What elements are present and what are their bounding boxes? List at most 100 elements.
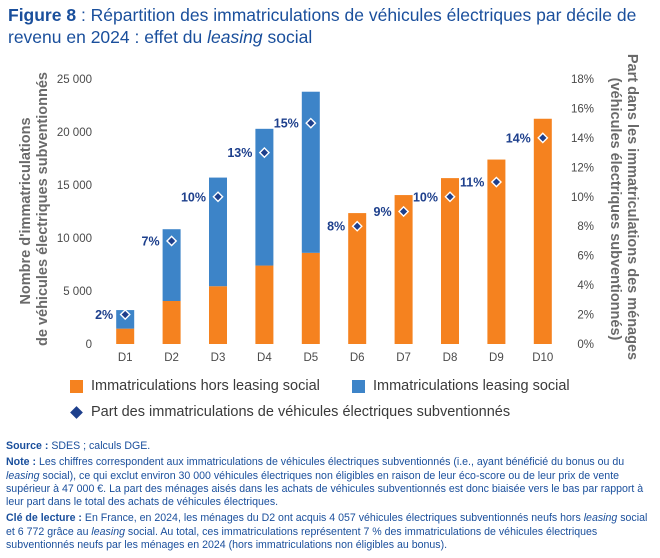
title-text: : Répartition des immatriculations de vé… — [8, 5, 637, 47]
x-tick-label: D7 — [396, 352, 411, 364]
share-data-label: 8% — [327, 220, 345, 234]
figure-number: Figure 8 — [8, 5, 77, 25]
share-diamond-marker — [119, 308, 131, 321]
bar-hors-leasing — [116, 328, 135, 344]
note-paragraph: Note : Les chiffres correspondent aux im… — [6, 456, 654, 509]
left-axis-label: Nombre d'immatriculations de véhicules é… — [18, 72, 51, 346]
x-tick-label: D3 — [211, 352, 226, 364]
share-data-label: 11% — [460, 176, 484, 190]
x-tick-label: D10 — [532, 352, 553, 364]
share-data-label: 2% — [95, 308, 113, 322]
share-data-label: 14% — [506, 131, 531, 145]
x-tick-label: D5 — [303, 352, 318, 364]
note-text-1: Les chiffres correspondent aux immatricu… — [36, 456, 625, 469]
legend-label-leasing: Immatriculations leasing social — [373, 378, 570, 394]
title-italic: leasing — [207, 27, 263, 47]
legend-item-leasing: Immatriculations leasing social — [352, 378, 570, 394]
figure-notes: Source : SDES ; calculs DGE. Note : Les … — [6, 440, 654, 555]
reading-text-2: social et 6 772 grâce au — [6, 512, 648, 538]
x-tick-label: D4 — [257, 352, 272, 364]
left-axis-label-line2: de véhicules électriques subventionnés — [35, 72, 51, 346]
legend-label-hors-leasing: Immatriculations hors leasing social — [91, 378, 320, 394]
right-axis-label-line2: (véhicules électriques subventionnés) — [607, 78, 623, 341]
bar-leasing — [301, 91, 320, 253]
bar-leasing — [255, 128, 274, 266]
bar-hors-leasing — [301, 252, 320, 344]
bar-hors-leasing — [394, 195, 413, 344]
left-tick-label: 25 000 — [57, 74, 92, 86]
source-text: SDES ; calculs DGE. — [48, 440, 151, 452]
share-diamond-marker — [444, 191, 456, 203]
right-axis-label: Part dans les immatriculations des ménag… — [607, 54, 640, 364]
share-data-label: 10% — [181, 190, 206, 204]
right-tick-label: 4% — [577, 280, 594, 292]
x-tick-label: D1 — [118, 352, 133, 364]
share-data-label: 7% — [142, 234, 160, 248]
right-tick-label: 2% — [577, 310, 594, 322]
left-tick-label: 20 000 — [57, 127, 92, 139]
bar-hors-leasing — [162, 300, 181, 344]
right-tick-label: 16% — [571, 103, 594, 115]
share-diamond-marker — [258, 147, 270, 159]
note-label: Note : — [6, 456, 37, 469]
bar-hors-leasing — [487, 159, 506, 344]
source-line: Source : SDES ; calculs DGE. — [6, 440, 654, 453]
blue-swatch-icon — [352, 379, 365, 393]
reading-label: Clé de lecture : — [6, 512, 82, 525]
title-suffix: social — [262, 27, 313, 47]
share-diamond-marker — [490, 176, 502, 188]
reading-italic-1: leasing — [583, 512, 618, 525]
x-tick-label: D2 — [164, 352, 179, 364]
legend-item-hors-leasing: Immatriculations hors leasing social — [70, 378, 320, 394]
right-tick-label: 14% — [571, 133, 594, 145]
bar-hors-leasing — [255, 265, 274, 344]
bar-hors-leasing — [209, 286, 227, 344]
share-data-label: 9% — [374, 205, 392, 219]
left-tick-label: 10 000 — [57, 233, 92, 245]
right-tick-label: 10% — [571, 192, 594, 204]
share-data-label: 15% — [274, 117, 299, 131]
bar-hors-leasing — [533, 118, 552, 344]
x-tick-label: D8 — [443, 352, 458, 364]
bar-leasing — [209, 177, 227, 287]
share-markers: 2% 7% 10% 13% 15% 8% 9% 10% 11% 14% — [95, 117, 549, 322]
share-diamond-marker — [212, 191, 224, 203]
bar-hors-leasing — [348, 213, 367, 344]
left-axis-ticks: 0 5 000 10 000 15 000 20 000 25 000 — [57, 74, 92, 351]
right-tick-label: 18% — [571, 74, 594, 86]
share-diamond-marker — [537, 132, 549, 144]
right-tick-label: 0% — [577, 339, 594, 351]
source-label: Source : — [6, 440, 49, 452]
right-tick-label: 12% — [571, 162, 594, 174]
legend-label-part: Part des immatriculations de véhicules é… — [91, 404, 511, 420]
share-data-label: 13% — [227, 146, 252, 160]
share-diamond-marker — [166, 235, 178, 247]
orange-swatch-icon — [70, 379, 83, 393]
bar-hors-leasing — [441, 178, 459, 344]
x-axis-ticks: D1 D2 D3 D4 D5 D6 D7 D8 D9 D10 — [118, 352, 554, 364]
right-tick-label: 6% — [577, 251, 594, 263]
x-tick-label: D9 — [489, 352, 504, 364]
left-axis-label-line1: Nombre d'immatriculations — [18, 117, 34, 304]
legend-item-part: Part des immatriculations de véhicules é… — [70, 404, 510, 420]
reading-text-3: social. Au total, ces immatriculations r… — [6, 525, 598, 552]
x-tick-label: D6 — [350, 352, 365, 364]
note-text-2: social), ce qui exclut environ 30 000 vé… — [6, 469, 644, 509]
left-tick-label: 0 — [86, 339, 92, 351]
right-tick-label: 8% — [577, 221, 594, 233]
share-diamond-marker — [305, 117, 317, 129]
note-italic: leasing — [6, 469, 40, 482]
right-axis-label-line1: Part dans les immatriculations des ménag… — [624, 54, 640, 360]
share-data-label: 10% — [413, 190, 438, 204]
right-axis-ticks: 0% 2% 4% 6% 8% 10% 12% 14% 16% 18% — [571, 74, 594, 351]
reading-paragraph: Clé de lecture : En France, en 2024, les… — [6, 512, 654, 552]
reading-italic-2: leasing — [91, 525, 125, 538]
reading-text-1: En France, en 2024, les ménages du D2 on… — [81, 512, 584, 525]
share-diamond-marker — [351, 220, 363, 232]
bar-chart: 0 5 000 10 000 15 000 20 000 25 000 0% 2% 4% 6% 8… — [18, 54, 640, 364]
share-diamond-marker — [398, 205, 410, 218]
diamond-icon — [70, 405, 83, 419]
left-tick-label: 5 000 — [63, 286, 92, 298]
figure-title: Figure 8 : Répartition des immatriculati… — [8, 4, 648, 48]
bar-leasing — [162, 229, 181, 301]
